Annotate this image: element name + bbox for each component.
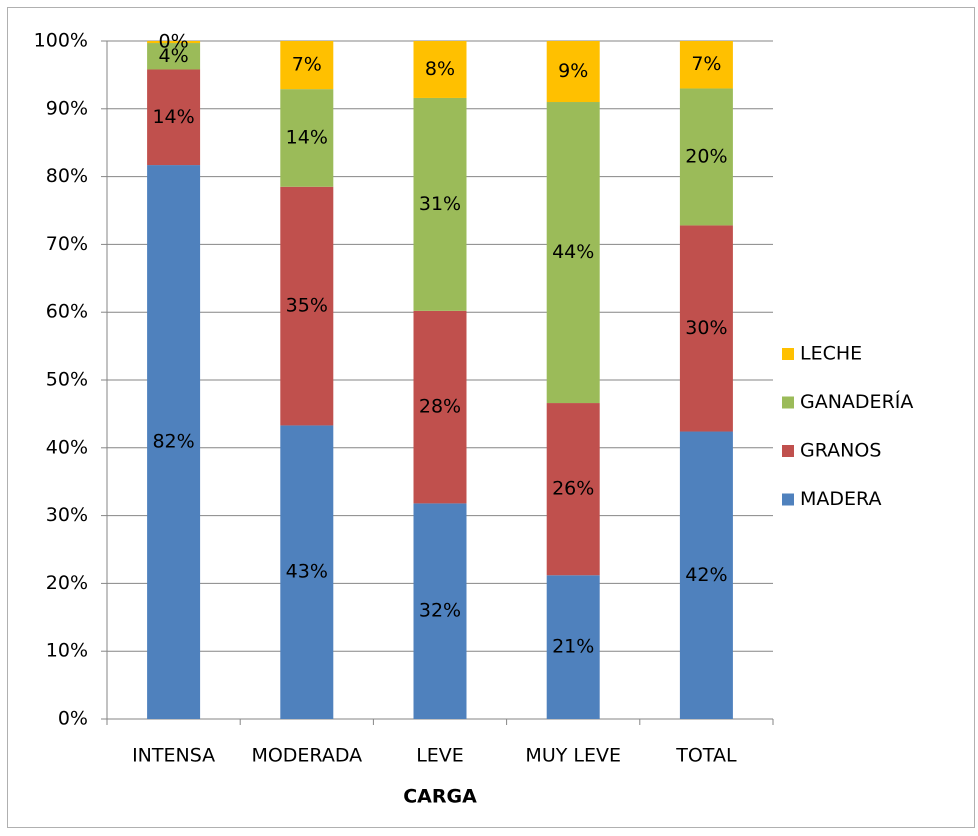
x-tick-label: MUY LEVE: [525, 745, 621, 767]
data-label: 0%: [159, 31, 189, 53]
x-tick-label: TOTAL: [675, 745, 737, 767]
y-tick-label: 70%: [46, 233, 88, 255]
data-label: 26%: [552, 478, 594, 500]
bar-segment: [147, 41, 201, 44]
data-label: 28%: [419, 396, 461, 418]
data-label: 4%: [159, 45, 189, 67]
bar-segment: [413, 97, 467, 311]
bar-segment: [280, 186, 334, 426]
legend-swatch: [782, 445, 794, 457]
y-tick-label: 90%: [46, 97, 88, 119]
x-tick-label: MODERADA: [251, 745, 362, 767]
bar-segment: [679, 41, 733, 89]
bar-segment: [147, 69, 201, 166]
legend-swatch: [782, 396, 794, 409]
bar-segment: [280, 41, 334, 90]
data-label: 20%: [685, 145, 727, 167]
data-label: 7%: [292, 54, 322, 76]
y-tick-label: 0%: [58, 708, 88, 730]
bar-segment: [546, 403, 600, 576]
data-label: 8%: [425, 58, 455, 80]
x-axis-title: CARGA: [403, 786, 477, 808]
y-tick-label: 60%: [46, 301, 88, 323]
bar-segment: [679, 88, 733, 226]
bar-segment: [546, 41, 600, 103]
bar-segment: [679, 225, 733, 432]
data-label: 21%: [552, 636, 594, 658]
data-label: 44%: [552, 241, 594, 263]
y-tick-label: 100%: [34, 30, 88, 52]
bar-segment: [147, 165, 201, 720]
data-label: 43%: [286, 561, 328, 583]
x-tick-label: LEVE: [416, 745, 464, 767]
y-tick-label: 40%: [46, 436, 88, 458]
data-label: 32%: [419, 600, 461, 622]
legend-swatch: [782, 493, 794, 506]
bar-segment: [546, 575, 600, 719]
y-tick-label: 10%: [46, 640, 88, 662]
y-tick-label: 30%: [46, 504, 88, 526]
legend-label: GRANOS: [800, 440, 881, 462]
data-label: 9%: [558, 60, 588, 82]
data-label: 42%: [685, 564, 727, 586]
data-label: 14%: [286, 126, 328, 148]
data-label: 7%: [691, 53, 721, 75]
bar-segment: [280, 425, 334, 719]
data-label: 14%: [152, 106, 194, 128]
legend-swatch: [782, 348, 794, 360]
bar-segment: [147, 43, 201, 70]
legend-label: MADERA: [800, 488, 881, 510]
bar-segment: [413, 41, 467, 98]
legend-label: GANADERÍA: [800, 390, 913, 413]
y-tick-label: 80%: [46, 165, 88, 187]
data-label: 31%: [419, 193, 461, 215]
bar-segment: [280, 89, 334, 187]
y-tick-label: 50%: [46, 369, 88, 391]
data-label: 30%: [685, 317, 727, 339]
data-label: 82%: [152, 431, 194, 453]
bar-segment: [413, 310, 467, 504]
bar-segment: [413, 503, 467, 719]
legend-label: LECHE: [800, 343, 862, 365]
bar-segment: [679, 431, 733, 719]
bar-segment: [546, 102, 600, 404]
y-tick-label: 20%: [46, 572, 88, 594]
data-label: 35%: [286, 295, 328, 317]
x-tick-label: INTENSA: [132, 745, 215, 767]
